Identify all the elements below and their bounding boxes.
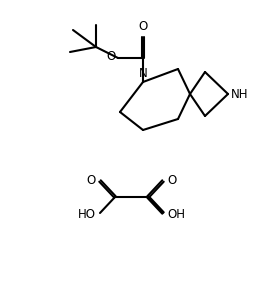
Text: NH: NH <box>231 87 248 100</box>
Text: HO: HO <box>78 208 96 221</box>
Text: O: O <box>87 173 96 186</box>
Text: N: N <box>138 67 147 80</box>
Text: O: O <box>167 173 176 186</box>
Text: OH: OH <box>167 208 185 221</box>
Text: O: O <box>107 50 116 63</box>
Text: O: O <box>138 20 148 33</box>
